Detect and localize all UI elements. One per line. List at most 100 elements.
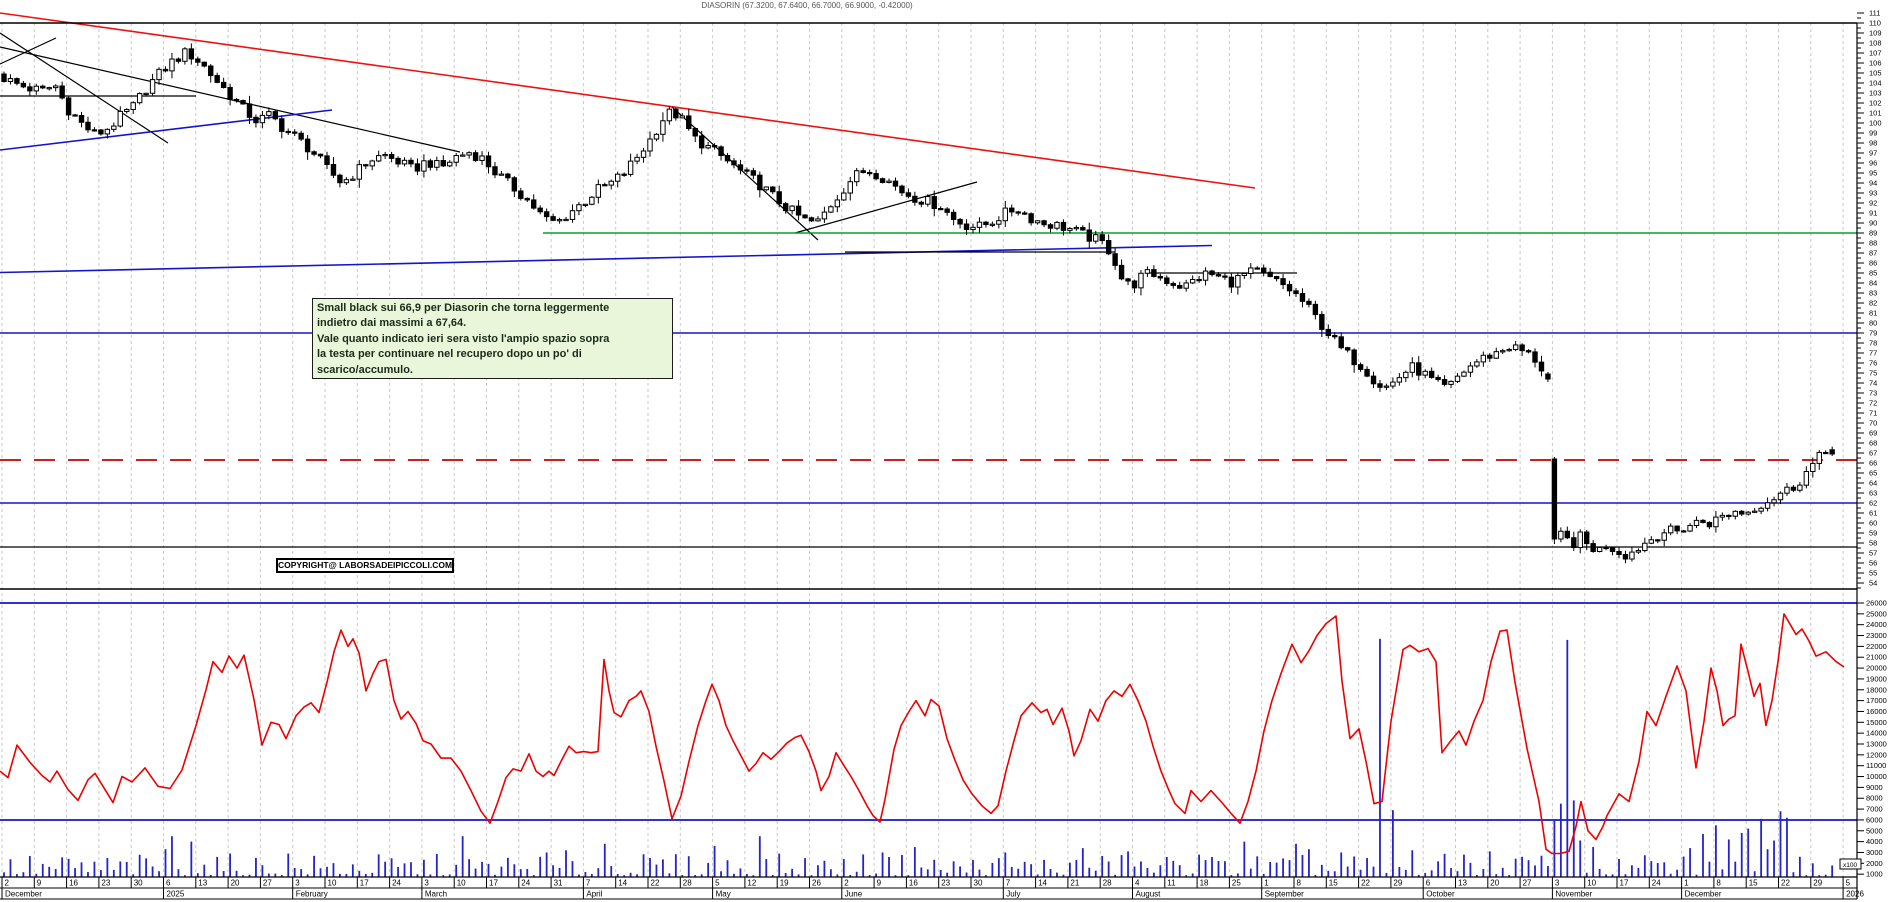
svg-text:3: 3 <box>424 879 429 888</box>
svg-text:76: 76 <box>1869 359 1877 368</box>
svg-text:55: 55 <box>1869 569 1877 578</box>
svg-text:100: 100 <box>1869 119 1882 128</box>
red-major-downtrend <box>0 12 1256 189</box>
chart-title: DIASORIN (67.3200, 67.6400, 66.7000, 66.… <box>701 1 913 10</box>
svg-text:4: 4 <box>1135 879 1140 888</box>
weekly-gridlines <box>1 23 1844 877</box>
svg-text:19000: 19000 <box>1866 674 1887 683</box>
svg-text:71: 71 <box>1869 409 1877 418</box>
svg-text:17: 17 <box>360 879 369 888</box>
svg-text:23000: 23000 <box>1866 631 1887 640</box>
svg-text:20: 20 <box>231 879 240 888</box>
svg-text:81: 81 <box>1869 309 1877 318</box>
svg-text:10000: 10000 <box>1866 772 1887 781</box>
svg-text:July: July <box>1006 890 1020 899</box>
svg-text:February: February <box>296 890 328 899</box>
svg-text:October: October <box>1426 890 1455 899</box>
svg-text:19: 19 <box>780 879 789 888</box>
svg-text:23: 23 <box>101 879 110 888</box>
annotation-line: Small black sui 66,9 per Diasorin che to… <box>317 302 610 314</box>
svg-text:12000: 12000 <box>1866 750 1887 759</box>
svg-text:11: 11 <box>1167 879 1176 888</box>
svg-text:99: 99 <box>1869 129 1877 138</box>
pane-borders <box>0 22 1858 900</box>
svg-text:6: 6 <box>166 879 171 888</box>
svg-text:15000: 15000 <box>1866 718 1887 727</box>
svg-text:7000: 7000 <box>1866 805 1883 814</box>
svg-text:108: 108 <box>1869 39 1882 48</box>
svg-text:89: 89 <box>1869 229 1877 238</box>
svg-text:15: 15 <box>1329 879 1338 888</box>
trendlines-and-levels <box>0 12 1857 821</box>
svg-text:7: 7 <box>1006 879 1011 888</box>
svg-text:110: 110 <box>1869 19 1881 28</box>
svg-text:24: 24 <box>1652 879 1661 888</box>
svg-text:14000: 14000 <box>1866 729 1887 738</box>
svg-text:24: 24 <box>392 879 401 888</box>
svg-text:65: 65 <box>1869 469 1877 478</box>
svg-text:57: 57 <box>1869 549 1877 558</box>
svg-text:16: 16 <box>909 879 918 888</box>
svg-text:16000: 16000 <box>1866 707 1887 716</box>
svg-text:13: 13 <box>1458 879 1467 888</box>
svg-text:September: September <box>1265 890 1304 899</box>
svg-text:7: 7 <box>586 879 591 888</box>
svg-text:102: 102 <box>1869 99 1882 108</box>
svg-text:2000: 2000 <box>1866 859 1883 868</box>
svg-text:72: 72 <box>1869 399 1877 408</box>
price-axis: 5455565758596061626364656667686970717273… <box>1857 9 1882 589</box>
svg-text:58: 58 <box>1869 539 1877 548</box>
svg-text:75: 75 <box>1869 369 1877 378</box>
black-rising-august <box>794 181 978 234</box>
svg-text:109: 109 <box>1869 29 1882 38</box>
svg-text:26000: 26000 <box>1866 599 1887 608</box>
svg-text:3: 3 <box>1555 879 1560 888</box>
svg-text:25: 25 <box>1232 879 1241 888</box>
svg-text:28: 28 <box>683 879 692 888</box>
svg-text:31: 31 <box>554 879 563 888</box>
svg-text:1: 1 <box>1264 879 1269 888</box>
svg-text:12: 12 <box>747 879 756 888</box>
svg-text:21: 21 <box>1070 879 1079 888</box>
svg-text:88: 88 <box>1869 239 1877 248</box>
svg-text:95: 95 <box>1869 169 1877 178</box>
svg-text:84: 84 <box>1869 279 1877 288</box>
svg-text:5000: 5000 <box>1866 826 1883 835</box>
svg-text:27: 27 <box>1523 879 1532 888</box>
svg-text:10: 10 <box>328 879 337 888</box>
svg-text:10: 10 <box>1587 879 1596 888</box>
svg-text:64: 64 <box>1869 479 1877 488</box>
svg-text:83: 83 <box>1869 289 1877 298</box>
svg-text:59: 59 <box>1869 529 1877 538</box>
svg-text:68: 68 <box>1869 439 1877 448</box>
svg-text:March: March <box>425 890 447 899</box>
svg-text:1: 1 <box>1684 879 1689 888</box>
svg-text:82: 82 <box>1869 299 1877 308</box>
svg-text:13000: 13000 <box>1866 740 1887 749</box>
svg-text:December: December <box>1685 890 1722 899</box>
svg-text:14: 14 <box>618 879 627 888</box>
svg-text:10: 10 <box>457 879 466 888</box>
svg-text:3: 3 <box>295 879 300 888</box>
svg-text:77: 77 <box>1869 349 1877 358</box>
svg-text:56: 56 <box>1869 559 1877 568</box>
svg-text:22000: 22000 <box>1866 642 1887 651</box>
black-steep-left <box>0 32 169 144</box>
svg-text:105: 105 <box>1869 69 1882 78</box>
svg-text:14: 14 <box>1038 879 1047 888</box>
svg-text:28: 28 <box>1103 879 1112 888</box>
svg-text:63: 63 <box>1869 489 1877 498</box>
svg-text:9: 9 <box>877 879 882 888</box>
svg-text:x100: x100 <box>1843 862 1857 869</box>
svg-text:74: 74 <box>1869 379 1877 388</box>
svg-text:29: 29 <box>1813 879 1822 888</box>
svg-text:April: April <box>586 890 602 899</box>
svg-text:103: 103 <box>1869 89 1882 98</box>
svg-text:70: 70 <box>1869 419 1877 428</box>
analyst-annotation-box: Small black sui 66,9 per Diasorin che to… <box>312 298 673 379</box>
blue-long-ma <box>0 244 1213 274</box>
candlestick-series <box>1 43 1835 564</box>
svg-text:24000: 24000 <box>1866 620 1887 629</box>
svg-text:22: 22 <box>651 879 660 888</box>
svg-text:6: 6 <box>1426 879 1431 888</box>
